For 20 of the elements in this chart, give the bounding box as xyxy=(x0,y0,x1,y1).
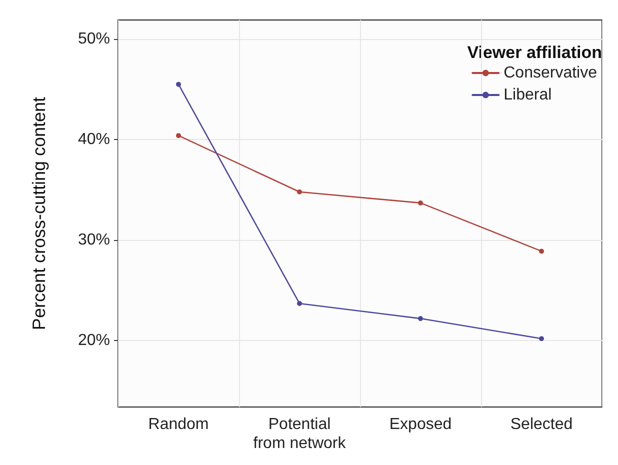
x-tick-label: Random xyxy=(148,416,209,433)
point xyxy=(418,316,423,322)
x-tick-label: Exposed xyxy=(389,416,452,433)
y-tick-label: 30% xyxy=(78,232,110,249)
point xyxy=(176,133,181,138)
point xyxy=(418,200,423,206)
point xyxy=(539,336,544,342)
x-tick-label: Selected xyxy=(510,416,573,433)
legend-label: Liberal xyxy=(504,86,552,104)
legend-label: Conservative xyxy=(504,64,598,82)
legend-title: Viewer affiliation xyxy=(467,43,602,62)
x-tick-label: Potential from network xyxy=(253,416,347,452)
y-tick-label: 40% xyxy=(78,131,110,148)
point xyxy=(297,189,302,194)
point xyxy=(176,82,181,87)
point xyxy=(539,248,544,254)
y-tick-label: 20% xyxy=(78,332,110,350)
y-axis-title: Percent cross-cutting content xyxy=(29,96,49,330)
y-tick-label: 50% xyxy=(78,30,110,48)
point xyxy=(297,300,302,306)
